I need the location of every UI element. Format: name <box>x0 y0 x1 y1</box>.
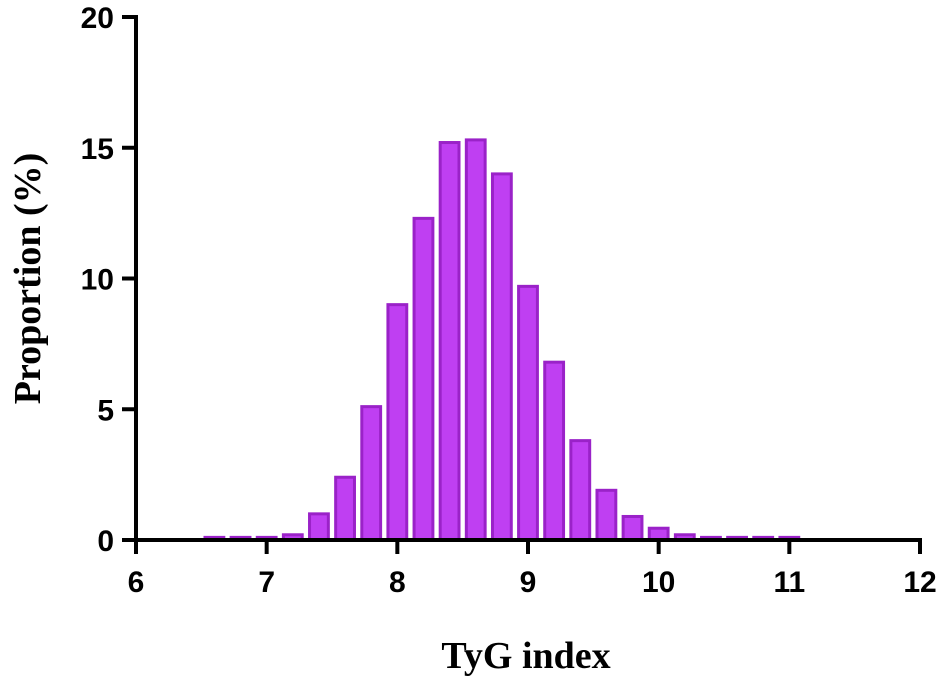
histogram-bar <box>517 284 539 542</box>
histogram-bar <box>490 172 513 542</box>
x-tick-label: 8 <box>389 566 406 599</box>
histogram-bar <box>334 475 356 542</box>
y-tick-label: 15 <box>81 133 114 166</box>
histogram-bar <box>360 405 383 542</box>
x-axis-title: TyG index <box>441 635 610 677</box>
y-tick-label: 20 <box>81 2 114 35</box>
x-tick-label: 6 <box>128 566 145 599</box>
y-axis-ticks: 0 5 10 15 20 <box>81 2 136 558</box>
x-tick-label: 10 <box>642 566 675 599</box>
y-tick-label: 0 <box>97 525 114 558</box>
histogram-bar <box>412 216 435 542</box>
x-tick-label: 12 <box>903 566 936 599</box>
x-axis-ticks: 6 7 8 9 10 11 12 <box>128 540 937 599</box>
histogram-bar <box>595 488 618 542</box>
histogram-bar <box>438 141 461 542</box>
histogram-bar <box>308 512 330 542</box>
histogram-bar <box>543 360 566 542</box>
y-tick-label: 5 <box>97 394 114 427</box>
histogram-bar <box>569 439 592 542</box>
histogram-bar <box>621 514 644 542</box>
x-tick-label: 11 <box>773 566 805 599</box>
y-axis-title: Proportion (%) <box>7 153 49 405</box>
x-tick-label: 9 <box>520 566 537 599</box>
histogram-bar <box>386 303 409 542</box>
bars-group <box>203 138 801 542</box>
x-tick-label: 7 <box>258 566 275 599</box>
histogram-bar <box>464 138 487 542</box>
y-tick-label: 10 <box>81 264 114 297</box>
